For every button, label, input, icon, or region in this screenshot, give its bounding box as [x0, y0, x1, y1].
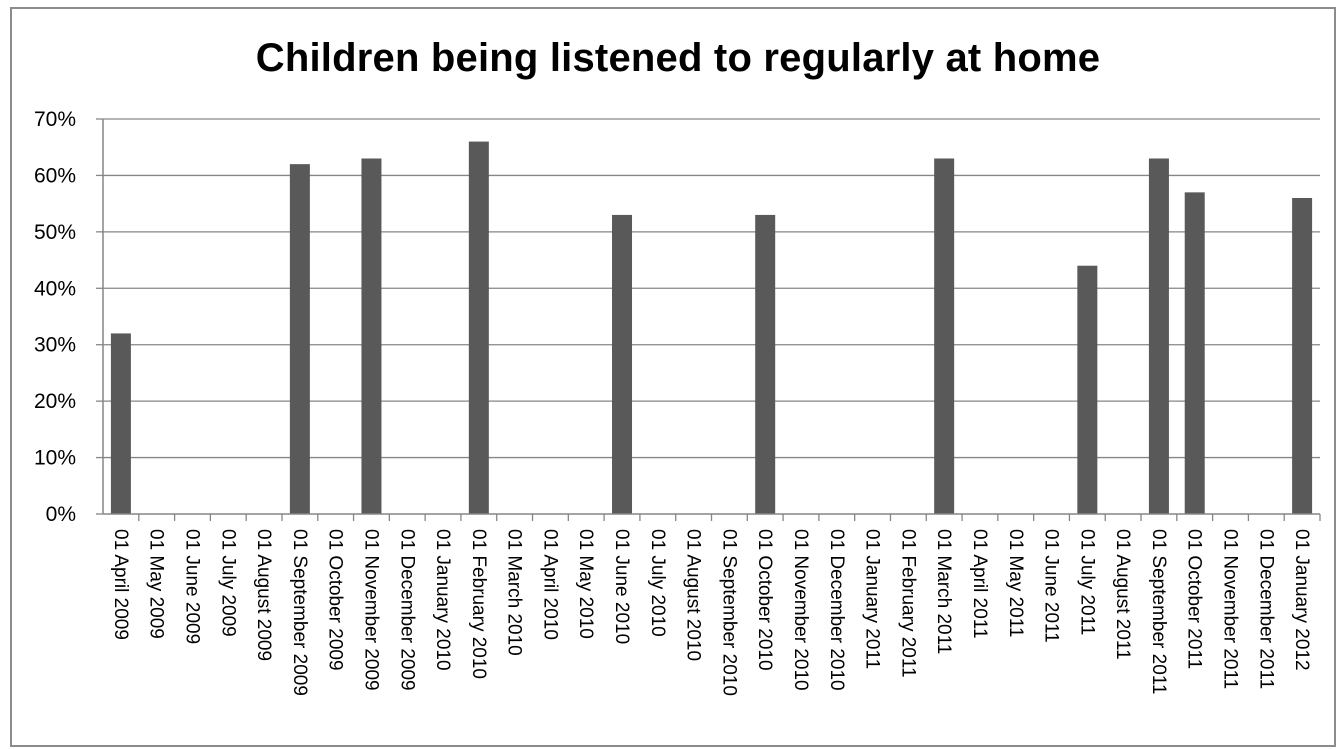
- y-tick-label: 20%: [34, 390, 76, 413]
- bar: [934, 158, 955, 514]
- axes: [96, 118, 1321, 521]
- x-tick-label: 01 December 2010: [826, 529, 847, 691]
- x-tick-label: 01 October 2010: [754, 529, 775, 671]
- bar: [1292, 198, 1313, 514]
- x-tick-label: 01 August 2009: [253, 529, 274, 661]
- x-tick-label: 01 August 2010: [683, 529, 704, 661]
- x-tick-label: 01 June 2011: [1041, 529, 1062, 643]
- bar: [1148, 158, 1169, 514]
- x-axis-labels: 01 April 2009 01 May 2009 01 June 2009 01 J…: [110, 529, 1312, 696]
- x-tick-label: 01 November 2010: [790, 529, 811, 691]
- x-tick-label: 01 November 2009: [360, 529, 381, 691]
- x-tick-label: 01 January 2012: [1291, 529, 1312, 671]
- x-tick-label: 01 July 2011: [1076, 529, 1097, 635]
- x-tick-label: 01 March 2010: [504, 529, 525, 656]
- x-tick-label: 01 July 2010: [647, 529, 668, 637]
- x-tick-label: 01 June 2010: [611, 529, 632, 644]
- y-tick-label: 50%: [34, 221, 76, 244]
- bar: [361, 158, 382, 514]
- bars: [110, 141, 1313, 515]
- y-tick-label: 40%: [34, 277, 76, 300]
- gridlines: [103, 118, 1320, 459]
- bar: [1077, 265, 1098, 514]
- x-tick-label: 01 February 2010: [468, 529, 489, 679]
- x-tick-label: 01 June 2009: [181, 529, 202, 644]
- x-tick-label: 01 October 2009: [325, 529, 346, 671]
- bar: [468, 141, 489, 515]
- x-tick-label: 01 January 2010: [432, 529, 453, 671]
- y-tick-label: 60%: [34, 164, 76, 187]
- chart-title: Children being listened to regularly at …: [255, 36, 1101, 80]
- bar: [1184, 192, 1205, 514]
- x-tick-label: 01 May 2009: [146, 529, 167, 639]
- y-tick-label: 70%: [34, 108, 76, 131]
- bar: [755, 214, 776, 514]
- chart-frame: [10, 7, 1336, 747]
- bar: [110, 333, 131, 514]
- y-tick-label: 30%: [34, 334, 76, 357]
- x-tick-label: 01 May 2011: [1005, 529, 1026, 637]
- x-tick-label: 01 November 2011: [1220, 529, 1241, 689]
- x-tick-label: 01 July 2009: [217, 529, 238, 637]
- y-tick-label: 0%: [46, 503, 76, 526]
- x-tick-label: 01 September 2010: [718, 529, 739, 696]
- x-tick-label: 01 August 2011: [1112, 529, 1133, 660]
- x-tick-label: 01 February 2011: [897, 529, 918, 678]
- x-tick-label: 01 May 2010: [575, 529, 596, 639]
- x-tick-label: 01 April 2011: [969, 529, 990, 639]
- x-tick-label: 01 March 2011: [933, 529, 954, 654]
- x-tick-label: 01 December 2009: [396, 529, 417, 691]
- bar: [612, 214, 633, 514]
- x-tick-label: 01 April 2010: [539, 529, 560, 640]
- y-tick-label: 10%: [34, 447, 76, 470]
- bar: [289, 164, 310, 514]
- x-tick-label: 01 October 2011: [1184, 529, 1205, 669]
- x-tick-label: 01 April 2009: [110, 529, 131, 640]
- x-tick-label: 01 December 2011: [1255, 529, 1276, 689]
- x-tick-label: 01 January 2011: [862, 529, 883, 669]
- x-tick-label: 01 September 2009: [289, 529, 310, 696]
- y-axis-ticks: 0% 10% 20% 30% 40% 50% 60% 70%: [34, 108, 76, 526]
- x-tick-label: 01 September 2011: [1148, 529, 1169, 695]
